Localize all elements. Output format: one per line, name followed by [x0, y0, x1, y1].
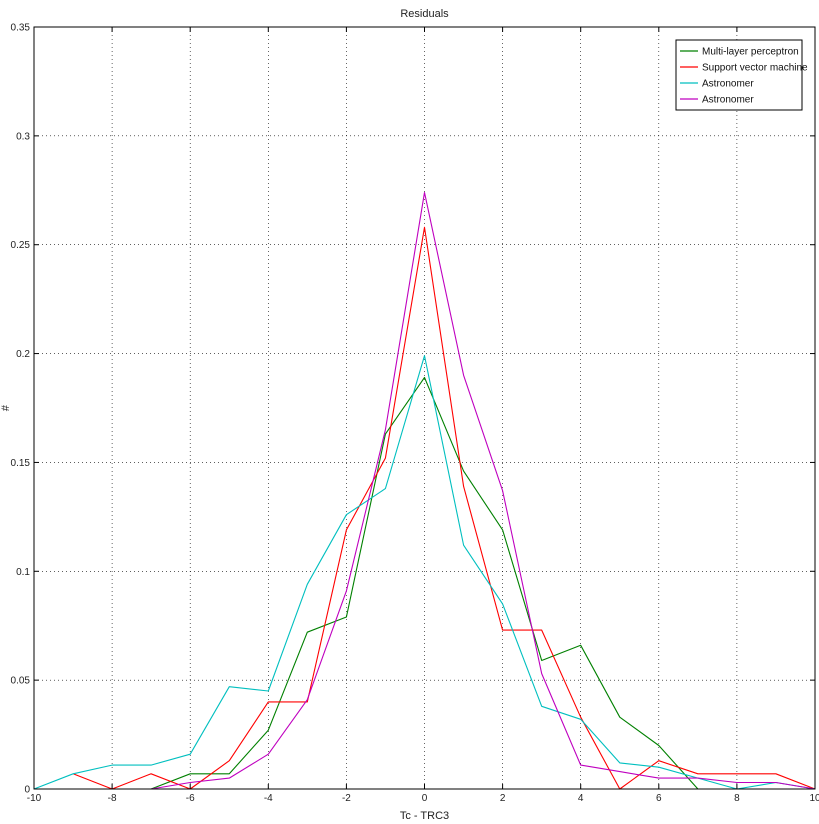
x-tick-label: 0 [422, 793, 428, 804]
x-tick-label: -6 [186, 793, 195, 804]
x-tick-label: 2 [500, 793, 506, 804]
chart-title: Residuals [400, 8, 449, 20]
y-tick-label: 0.2 [16, 349, 30, 360]
y-tick-label: 0.15 [11, 458, 31, 469]
series-lines [33, 191, 816, 790]
x-tick-label: 4 [578, 793, 584, 804]
x-axis-label: Tc - TRC3 [400, 810, 449, 822]
x-tick-label: 10 [809, 793, 819, 804]
series-line-4 [151, 191, 816, 790]
legend-box [675, 39, 803, 111]
y-tick-label: 0 [24, 785, 30, 796]
x-tick-label: 6 [656, 793, 662, 804]
legend-entry: Multi-layer perceptron [702, 47, 799, 58]
grid [34, 27, 815, 789]
legend-entry: Support vector machine [702, 63, 808, 74]
series-line-3 [33, 355, 816, 790]
legend: Multi-layer perceptron Support vector mac… [675, 39, 808, 111]
axis-ticks: -10 -8 -6 -4 -2 0 2 4 6 8 10 0 0.05 0.1 0.15 0.2 0.25 0.3… [11, 23, 819, 805]
y-tick-label: 0.35 [11, 23, 31, 34]
x-tick-label: 8 [734, 793, 740, 804]
x-tick-label: -10 [27, 793, 42, 804]
y-tick-label: 0.05 [11, 676, 31, 687]
y-tick-label: 0.1 [16, 567, 30, 578]
legend-entry: Astronomer [702, 79, 754, 90]
legend-entry: Astronomer [702, 95, 754, 106]
x-tick-label: -4 [264, 793, 273, 804]
series-line-2 [72, 226, 816, 790]
x-tick-label: -8 [108, 793, 117, 804]
series-line-1 [150, 376, 699, 790]
y-axis-label: # [0, 404, 12, 411]
x-tick-label: -2 [342, 793, 351, 804]
y-tick-label: 0.25 [11, 240, 31, 251]
y-tick-label: 0.3 [16, 131, 30, 142]
